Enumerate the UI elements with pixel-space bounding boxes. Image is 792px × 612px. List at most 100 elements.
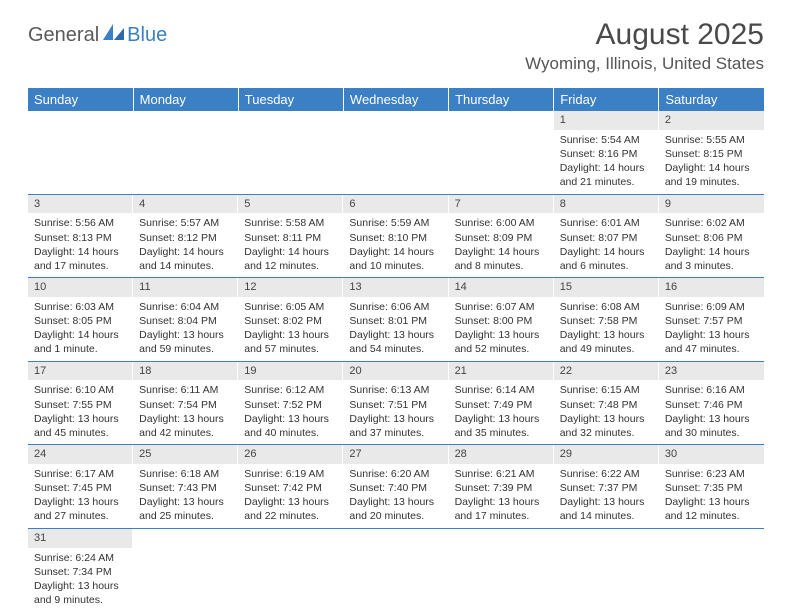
calendar-row: 17Sunrise: 6:10 AMSunset: 7:55 PMDayligh… [28, 361, 764, 445]
daylight-text: Daylight: 13 hours and 25 minutes. [139, 495, 232, 523]
day-number: 5 [238, 195, 343, 214]
sunset-text: Sunset: 7:43 PM [139, 481, 232, 495]
daylight-text: Daylight: 13 hours and 59 minutes. [139, 328, 232, 356]
day-content: Sunrise: 6:11 AMSunset: 7:54 PMDaylight:… [133, 380, 238, 444]
sunset-text: Sunset: 8:13 PM [34, 231, 127, 245]
day-number: 22 [554, 362, 659, 381]
sunset-text: Sunset: 8:00 PM [455, 314, 548, 328]
sunrise-text: Sunrise: 6:05 AM [244, 300, 337, 314]
day-number: 12 [238, 278, 343, 297]
sunset-text: Sunset: 7:57 PM [665, 314, 758, 328]
day-content: Sunrise: 5:58 AMSunset: 8:11 PMDaylight:… [238, 213, 343, 277]
sunrise-text: Sunrise: 6:18 AM [139, 467, 232, 481]
sunrise-text: Sunrise: 6:03 AM [34, 300, 127, 314]
day-number: 19 [238, 362, 343, 381]
sunset-text: Sunset: 7:34 PM [34, 565, 127, 579]
sunrise-text: Sunrise: 6:13 AM [349, 383, 442, 397]
day-content: Sunrise: 6:07 AMSunset: 8:00 PMDaylight:… [449, 297, 554, 361]
sunset-text: Sunset: 7:52 PM [244, 398, 337, 412]
day-content: Sunrise: 6:19 AMSunset: 7:42 PMDaylight:… [238, 464, 343, 528]
weekday-header: Tuesday [238, 88, 343, 111]
weekday-header: Thursday [449, 88, 554, 111]
day-content: Sunrise: 6:09 AMSunset: 7:57 PMDaylight:… [659, 297, 764, 361]
sunset-text: Sunset: 8:09 PM [455, 231, 548, 245]
sunrise-text: Sunrise: 6:07 AM [455, 300, 548, 314]
daylight-text: Daylight: 14 hours and 17 minutes. [34, 245, 127, 273]
calendar-cell: 10Sunrise: 6:03 AMSunset: 8:05 PMDayligh… [28, 278, 133, 362]
weekday-header: Friday [554, 88, 659, 111]
daylight-text: Daylight: 13 hours and 52 minutes. [455, 328, 548, 356]
day-content: Sunrise: 6:17 AMSunset: 7:45 PMDaylight:… [28, 464, 133, 528]
sunset-text: Sunset: 7:42 PM [244, 481, 337, 495]
day-content: Sunrise: 6:08 AMSunset: 7:58 PMDaylight:… [554, 297, 659, 361]
day-content: Sunrise: 6:05 AMSunset: 8:02 PMDaylight:… [238, 297, 343, 361]
day-number: 23 [659, 362, 764, 381]
day-number: 2 [659, 111, 764, 130]
weekday-header: Sunday [28, 88, 133, 111]
day-content: Sunrise: 6:06 AMSunset: 8:01 PMDaylight:… [343, 297, 448, 361]
calendar-cell: 13Sunrise: 6:06 AMSunset: 8:01 PMDayligh… [343, 278, 448, 362]
sunset-text: Sunset: 7:45 PM [34, 481, 127, 495]
calendar-cell: 2Sunrise: 5:55 AMSunset: 8:15 PMDaylight… [659, 111, 764, 194]
day-content: Sunrise: 6:12 AMSunset: 7:52 PMDaylight:… [238, 380, 343, 444]
day-number: 24 [28, 445, 133, 464]
day-content: Sunrise: 6:04 AMSunset: 8:04 PMDaylight:… [133, 297, 238, 361]
daylight-text: Daylight: 14 hours and 21 minutes. [560, 161, 653, 189]
calendar-cell: 9Sunrise: 6:02 AMSunset: 8:06 PMDaylight… [659, 194, 764, 278]
sunset-text: Sunset: 8:02 PM [244, 314, 337, 328]
day-content: Sunrise: 6:02 AMSunset: 8:06 PMDaylight:… [659, 213, 764, 277]
weekday-header-row: Sunday Monday Tuesday Wednesday Thursday… [28, 88, 764, 111]
daylight-text: Daylight: 13 hours and 30 minutes. [665, 412, 758, 440]
calendar-cell [133, 528, 238, 611]
day-number: 16 [659, 278, 764, 297]
logo-text-general: General [28, 24, 99, 47]
day-content: Sunrise: 6:20 AMSunset: 7:40 PMDaylight:… [343, 464, 448, 528]
calendar-cell: 17Sunrise: 6:10 AMSunset: 7:55 PMDayligh… [28, 361, 133, 445]
daylight-text: Daylight: 13 hours and 35 minutes. [455, 412, 548, 440]
calendar-cell: 21Sunrise: 6:14 AMSunset: 7:49 PMDayligh… [449, 361, 554, 445]
day-number: 15 [554, 278, 659, 297]
sunrise-text: Sunrise: 6:14 AM [455, 383, 548, 397]
calendar-row: 3Sunrise: 5:56 AMSunset: 8:13 PMDaylight… [28, 194, 764, 278]
day-number: 10 [28, 278, 133, 297]
calendar-row: 10Sunrise: 6:03 AMSunset: 8:05 PMDayligh… [28, 278, 764, 362]
sunrise-text: Sunrise: 6:06 AM [349, 300, 442, 314]
daylight-text: Daylight: 13 hours and 49 minutes. [560, 328, 653, 356]
day-number: 1 [554, 111, 659, 130]
calendar-cell: 6Sunrise: 5:59 AMSunset: 8:10 PMDaylight… [343, 194, 448, 278]
sunrise-text: Sunrise: 6:10 AM [34, 383, 127, 397]
day-number: 21 [449, 362, 554, 381]
header: General Blue August 2025 Wyoming, Illino… [0, 0, 792, 80]
day-content: Sunrise: 5:55 AMSunset: 8:15 PMDaylight:… [659, 130, 764, 194]
day-number: 14 [449, 278, 554, 297]
calendar-cell: 8Sunrise: 6:01 AMSunset: 8:07 PMDaylight… [554, 194, 659, 278]
sunrise-text: Sunrise: 5:54 AM [560, 133, 653, 147]
day-number: 4 [133, 195, 238, 214]
sunrise-text: Sunrise: 6:09 AM [665, 300, 758, 314]
daylight-text: Daylight: 13 hours and 12 minutes. [665, 495, 758, 523]
daylight-text: Daylight: 14 hours and 1 minute. [34, 328, 127, 356]
logo: General Blue [28, 24, 167, 47]
weekday-header: Wednesday [343, 88, 448, 111]
day-number: 20 [343, 362, 448, 381]
sunset-text: Sunset: 7:40 PM [349, 481, 442, 495]
daylight-text: Daylight: 13 hours and 47 minutes. [665, 328, 758, 356]
calendar-cell: 16Sunrise: 6:09 AMSunset: 7:57 PMDayligh… [659, 278, 764, 362]
sunset-text: Sunset: 7:55 PM [34, 398, 127, 412]
sunrise-text: Sunrise: 5:57 AM [139, 216, 232, 230]
calendar-cell: 27Sunrise: 6:20 AMSunset: 7:40 PMDayligh… [343, 445, 448, 529]
day-number: 28 [449, 445, 554, 464]
day-number: 25 [133, 445, 238, 464]
sunrise-text: Sunrise: 6:04 AM [139, 300, 232, 314]
calendar-cell: 18Sunrise: 6:11 AMSunset: 7:54 PMDayligh… [133, 361, 238, 445]
daylight-text: Daylight: 13 hours and 20 minutes. [349, 495, 442, 523]
day-number: 3 [28, 195, 133, 214]
day-number: 6 [343, 195, 448, 214]
daylight-text: Daylight: 13 hours and 27 minutes. [34, 495, 127, 523]
day-number: 8 [554, 195, 659, 214]
calendar-body: 1Sunrise: 5:54 AMSunset: 8:16 PMDaylight… [28, 111, 764, 611]
sunset-text: Sunset: 7:51 PM [349, 398, 442, 412]
daylight-text: Daylight: 14 hours and 19 minutes. [665, 161, 758, 189]
day-content: Sunrise: 6:15 AMSunset: 7:48 PMDaylight:… [554, 380, 659, 444]
sunrise-text: Sunrise: 6:15 AM [560, 383, 653, 397]
